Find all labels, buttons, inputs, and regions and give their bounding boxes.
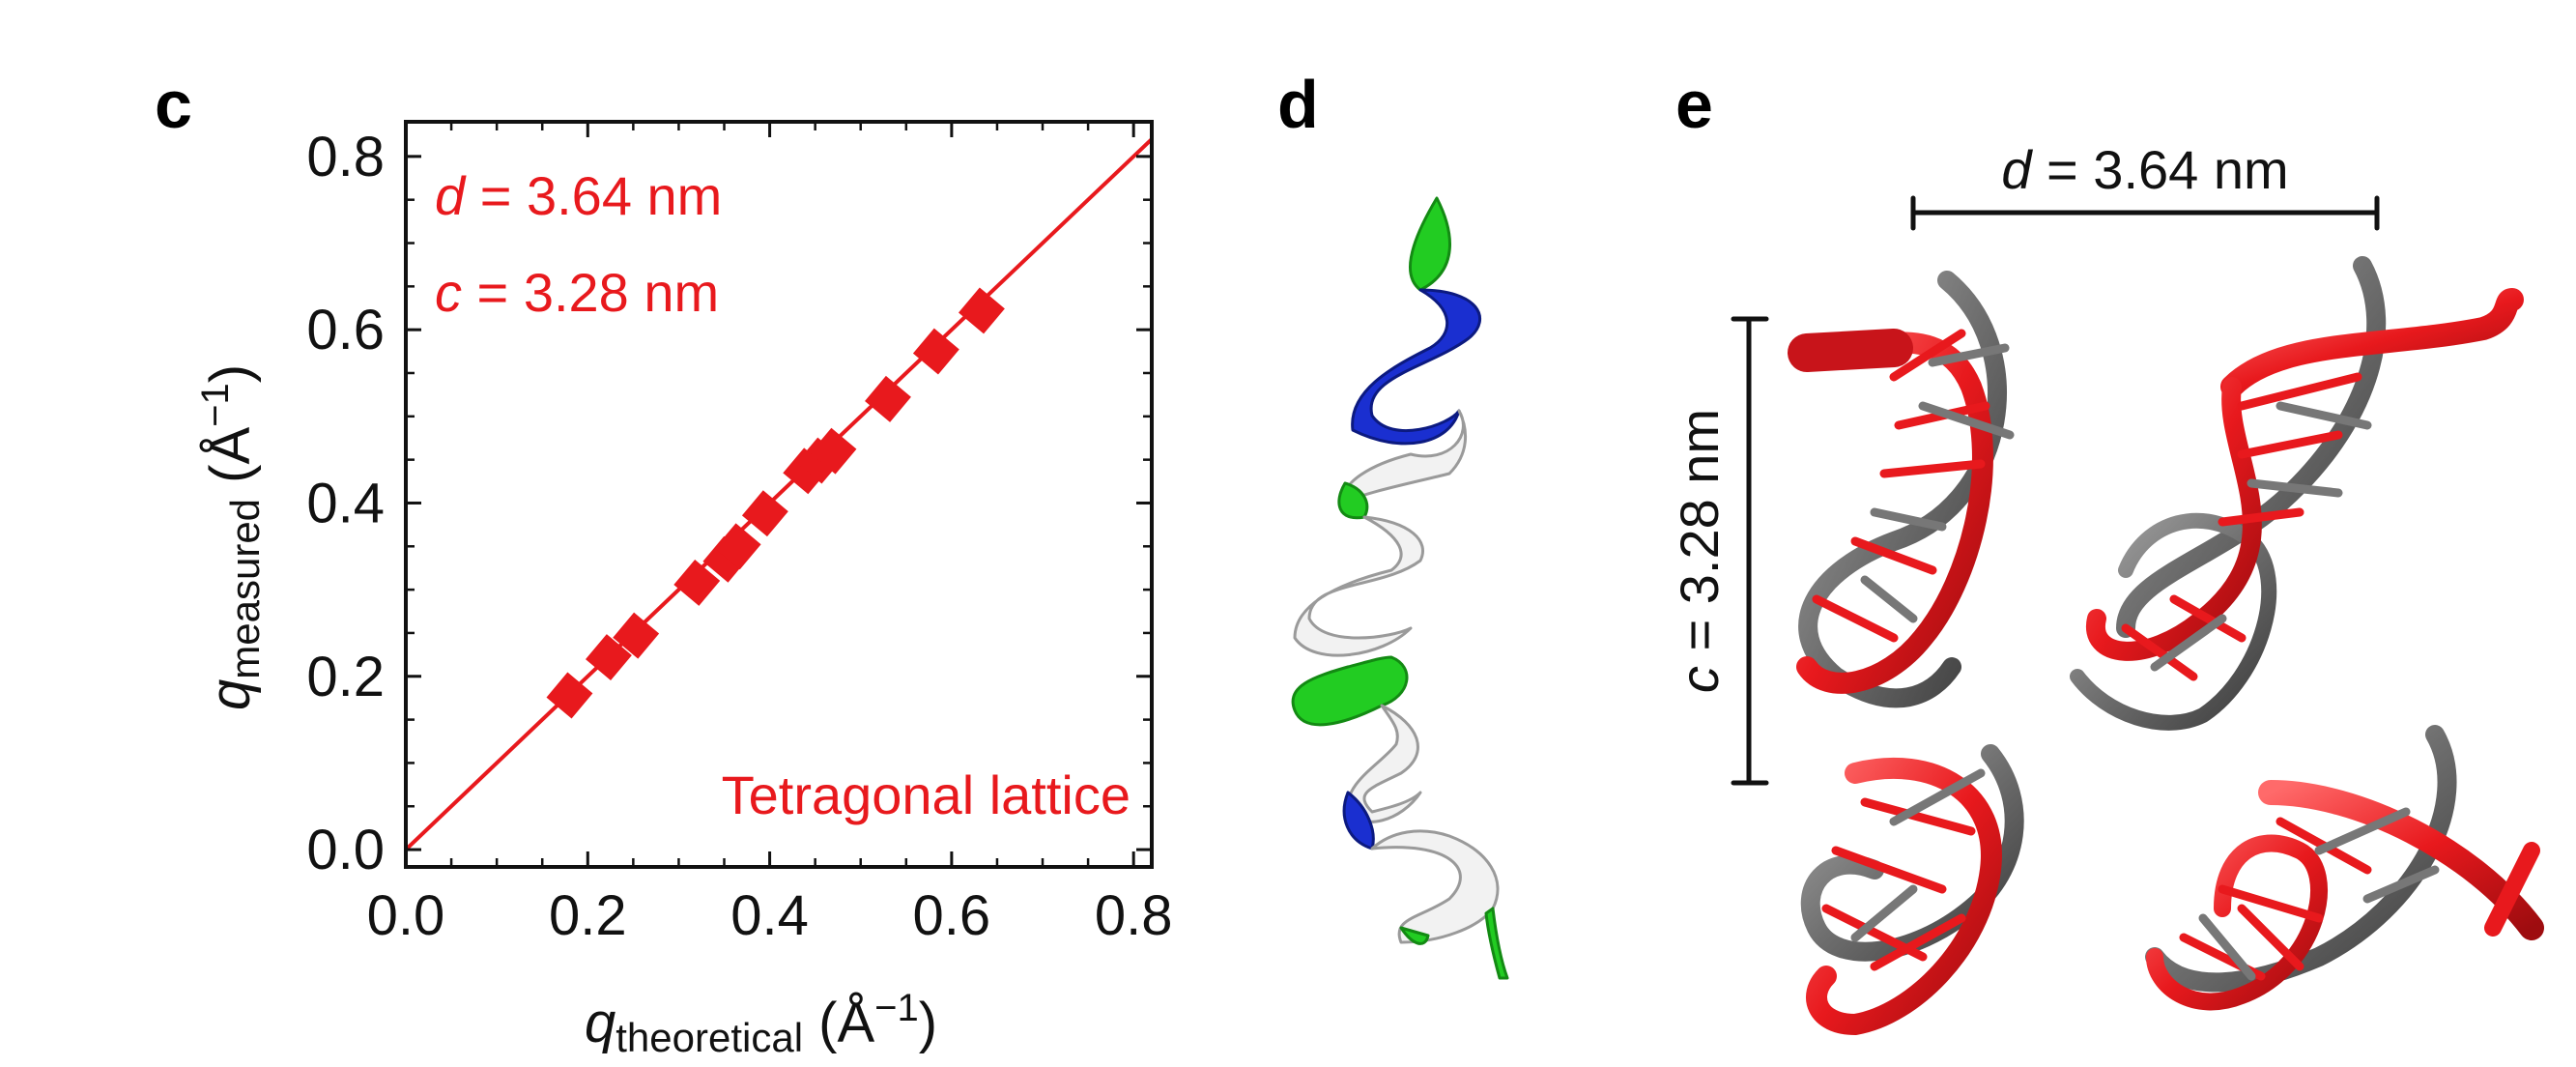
helix-segment-white-4 bbox=[1370, 829, 1500, 944]
panel-label-c: c bbox=[155, 67, 192, 142]
plot-frame bbox=[404, 120, 1154, 869]
x-tick-label: 0.8 bbox=[1095, 884, 1173, 947]
annotation-d-value: = 3.64 nm bbox=[465, 165, 722, 226]
data-point bbox=[810, 427, 857, 475]
annotation-c: c = 3.28 nm bbox=[435, 262, 719, 323]
helix-segment-white-3 bbox=[1346, 704, 1422, 823]
y-tick-labels: 0.0 0.2 0.4 0.6 0.8 bbox=[306, 126, 385, 881]
dna-illustration: d = 3.64 nm c = 3.28 nm bbox=[1669, 139, 2544, 1035]
helix-segment-green-tail bbox=[1399, 907, 1509, 980]
duplex-right-upper bbox=[2070, 256, 2524, 731]
x-axis-subscript: theoretical bbox=[615, 1015, 803, 1060]
duplex-right-lower bbox=[2145, 725, 2544, 1011]
y-axis-symbol: q bbox=[199, 679, 262, 710]
dimension-c-label: c = 3.28 nm bbox=[1669, 409, 1730, 693]
duplex-left-upper bbox=[1788, 271, 2015, 708]
plot-area bbox=[404, 137, 1154, 851]
y-axis-close: ) bbox=[199, 364, 262, 383]
x-tick-labels: 0.0 0.2 0.4 0.6 0.8 bbox=[367, 884, 1173, 947]
dimension-d-value: = 3.64 nm bbox=[2031, 139, 2288, 200]
data-point bbox=[865, 375, 911, 422]
dimension-c bbox=[1731, 316, 1769, 786]
helix-segment-blue bbox=[1351, 288, 1481, 446]
data-point bbox=[673, 559, 721, 606]
helix-segment-white-2 bbox=[1293, 515, 1424, 657]
data-point bbox=[585, 634, 632, 680]
dimension-d-var: d bbox=[2001, 139, 2033, 200]
x-tick-label: 0.0 bbox=[367, 884, 445, 947]
annotation-d: d = 3.64 nm bbox=[435, 165, 722, 226]
y-axis-title: qmeasured (Å−1) bbox=[194, 364, 268, 710]
dimension-d-label: d = 3.64 nm bbox=[2001, 139, 2288, 200]
annotation-c-value: = 3.28 nm bbox=[462, 262, 719, 323]
data-point bbox=[613, 612, 660, 659]
fit-line bbox=[404, 137, 1154, 851]
x-tick-label: 0.6 bbox=[913, 884, 991, 947]
dimension-d bbox=[1910, 195, 2380, 231]
helix-illustration bbox=[1291, 196, 1509, 980]
dimension-c-value: = 3.28 nm bbox=[1669, 409, 1730, 666]
annotation-lattice: Tetragonal lattice bbox=[722, 764, 1131, 825]
y-axis-subscript: measured bbox=[222, 499, 268, 679]
x-axis-close: ) bbox=[919, 992, 937, 1054]
x-tick-label: 0.4 bbox=[730, 884, 809, 947]
data-point bbox=[714, 523, 761, 570]
duplex-left-lower bbox=[1800, 744, 2024, 1035]
x-axis-title: qtheoretical (Å−1) bbox=[585, 987, 937, 1060]
x-tick-label: 0.2 bbox=[549, 884, 627, 947]
data-point bbox=[958, 287, 1005, 334]
panel-label-e: e bbox=[1675, 67, 1713, 142]
panel-label-d: d bbox=[1277, 67, 1319, 142]
helix-segment-blue-2 bbox=[1342, 791, 1375, 851]
annotation-d-var: d bbox=[435, 165, 467, 226]
y-axis-exponent: −1 bbox=[194, 383, 237, 427]
data-point bbox=[546, 672, 593, 719]
data-points bbox=[546, 287, 1005, 719]
scatter-chart: 0.0 0.2 0.4 0.6 0.8 0.0 0.2 0.4 0.6 0.8 d = 3.64… bbox=[194, 120, 1173, 1060]
dimension-c-var: c bbox=[1669, 666, 1730, 693]
helix-segment-green-top bbox=[1408, 196, 1451, 292]
y-tick-label: 0.2 bbox=[306, 646, 385, 708]
data-point bbox=[741, 490, 788, 537]
x-axis-unit: (Å bbox=[803, 992, 874, 1054]
helix-segment-green-2 bbox=[1291, 655, 1409, 727]
y-axis-unit: (Å bbox=[199, 427, 262, 499]
annotation-c-var: c bbox=[435, 262, 462, 323]
x-axis-exponent: −1 bbox=[874, 987, 919, 1029]
data-point bbox=[912, 328, 959, 375]
y-tick-label: 0.0 bbox=[306, 819, 385, 881]
x-axis-symbol: q bbox=[585, 992, 615, 1054]
y-tick-label: 0.8 bbox=[306, 126, 385, 188]
major-ticks bbox=[404, 122, 1152, 867]
y-tick-label: 0.4 bbox=[306, 472, 385, 534]
y-tick-label: 0.6 bbox=[306, 299, 385, 361]
